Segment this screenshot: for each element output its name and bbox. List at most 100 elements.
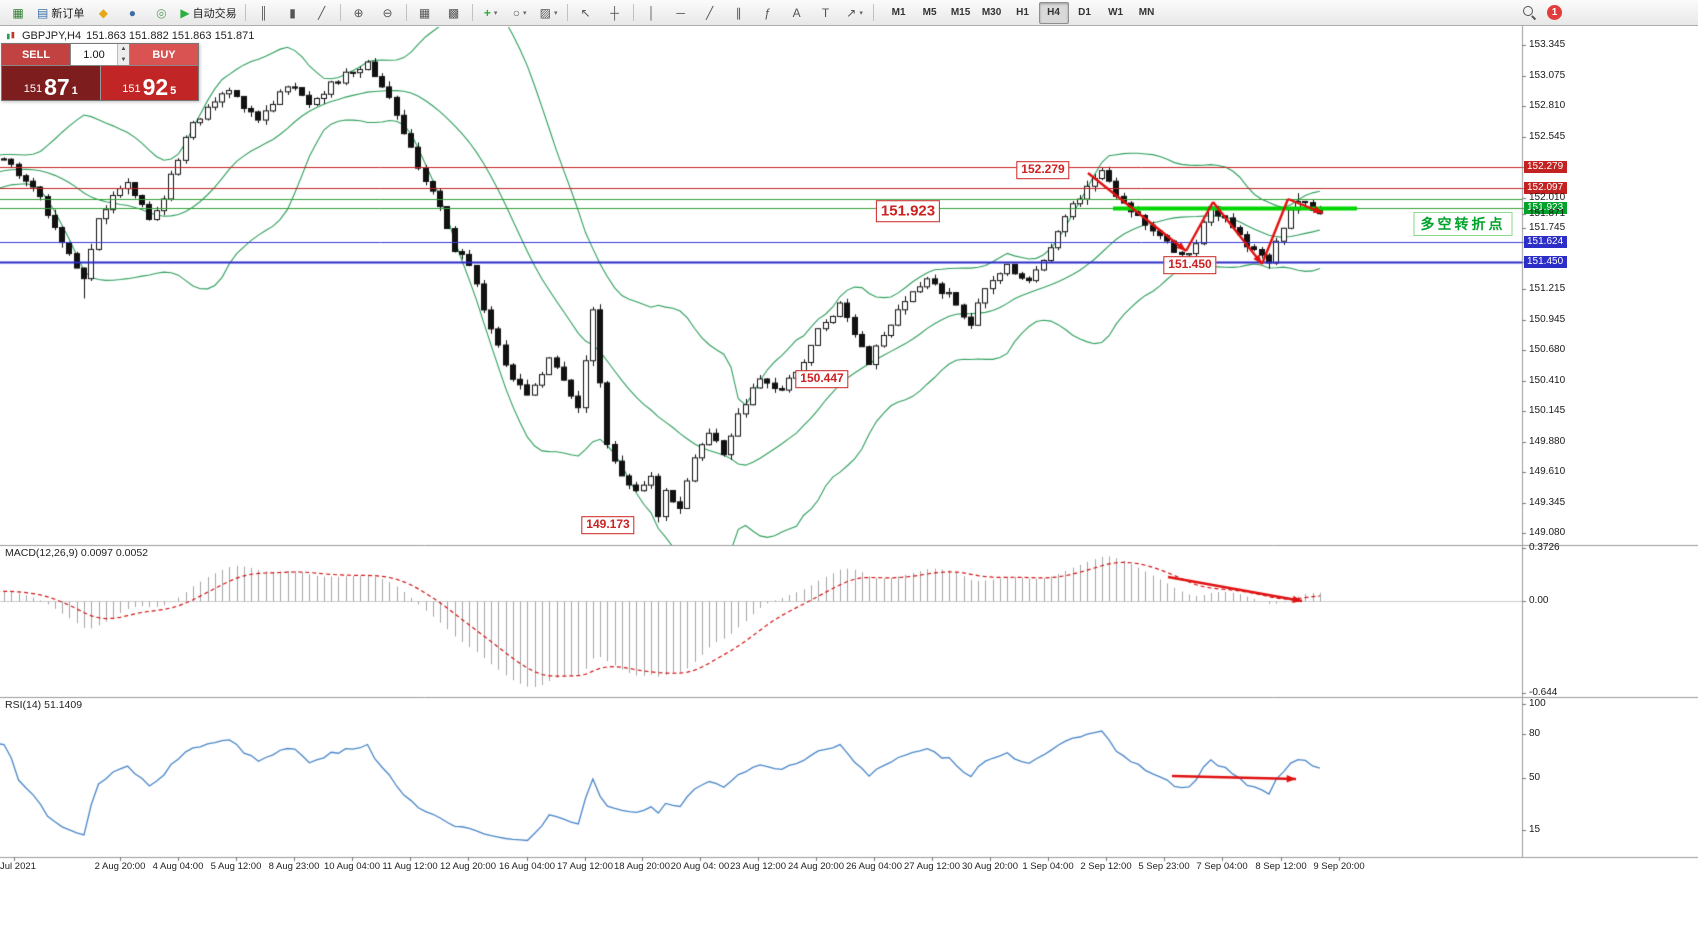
cascade-windows-icon: ▩ <box>447 5 460 20</box>
zoom-out-button[interactable]: ⊖ <box>374 2 402 24</box>
time-axis-label: 5 Aug 12:00 <box>210 861 262 872</box>
annotation-label: 多空转折点 <box>1413 212 1513 236</box>
rsi-axis-label: 80 <box>1529 727 1541 739</box>
dropdown-caret-icon: ▾ <box>522 9 527 17</box>
toolbar-separator <box>632 4 634 21</box>
toolbar-separator <box>244 4 246 21</box>
vertical-line-tool-button[interactable]: │ <box>638 2 666 24</box>
vertical-line-icon: │ <box>647 5 656 20</box>
price-axis-label: 151.215 <box>1529 282 1566 294</box>
navigator-icon: ◎ <box>156 5 167 20</box>
time-axis-label: 12 Aug 20:00 <box>440 861 496 872</box>
period-selector-button[interactable]: ○ ▾ <box>506 2 534 24</box>
horizontal-line-tool-button[interactable]: ─ <box>667 2 695 24</box>
price-callout: 151.923 <box>875 200 941 222</box>
sell-price-prefix: 151 <box>23 83 43 95</box>
search-icon[interactable] <box>1521 4 1538 21</box>
time-axis-label: 4 Aug 04:00 <box>152 861 204 872</box>
macd-axis-label: 0.3726 <box>1529 542 1560 554</box>
volume-value[interactable]: 1.00 <box>83 48 105 61</box>
text-tool-icon: A <box>792 5 801 20</box>
buy-price-big: 92 <box>142 74 169 100</box>
metaeditor-icon: ◆ <box>98 5 108 20</box>
price-axis-label: 150.145 <box>1529 405 1566 417</box>
trade-buttons-row: SELL 1.00 ▲ ▼ BUY <box>2 44 198 66</box>
price-callout: 151.450 <box>1163 256 1217 274</box>
chart-window-icon: ▦ <box>12 5 24 20</box>
time-axis-label: 7 Sep 04:00 <box>1196 861 1248 872</box>
price-axis-label: 152.010 <box>1529 191 1566 203</box>
sell-price[interactable]: 151 87 1 <box>2 66 100 100</box>
zoom-in-button[interactable]: ⊕ <box>345 2 373 24</box>
timeframe-h1[interactable]: H1 <box>1016 7 1029 18</box>
chart-symbol-text: GBPJPY,H4 <box>22 30 82 42</box>
time-axis-label: 8 Aug 23:00 <box>268 861 320 872</box>
channel-tool-button[interactable]: ∥ <box>725 2 753 24</box>
toolbar-separator <box>339 4 341 21</box>
autotrading-button[interactable]: ▶ 自动交易 <box>176 2 240 24</box>
buy-price[interactable]: 151 92 5 <box>99 66 198 100</box>
time-axis-label: 16 Aug 04:00 <box>499 861 555 872</box>
time-axis-label: 2 Aug 20:00 <box>94 861 146 872</box>
add-indicator-button[interactable]: + ▾ <box>477 2 505 24</box>
trendline-tool-button[interactable]: ╱ <box>696 2 724 24</box>
timeframe-m1[interactable]: M1 <box>891 7 906 18</box>
template-selector-icon: ▨ <box>539 5 551 20</box>
cursor-icon: ↖ <box>580 5 591 20</box>
channel-icon: ∥ <box>735 5 742 20</box>
chart-window-button[interactable]: ▦ <box>4 2 32 24</box>
price-axis-label: 151.871 <box>1529 207 1566 219</box>
time-axis-label: 2 Sep 12:00 <box>1080 861 1132 872</box>
dropdown-caret-icon: ▾ <box>859 9 863 17</box>
arrows-tool-button[interactable]: ↗ ▾ <box>841 2 869 24</box>
timeframe-m5[interactable]: M5 <box>922 7 937 18</box>
market-watch-button[interactable]: ● <box>118 2 146 24</box>
arrows-tool-icon: ↗ <box>846 5 857 20</box>
template-selector-button[interactable]: ▨ ▾ <box>535 2 563 24</box>
fibonacci-tool-button[interactable]: ƒ <box>754 2 782 24</box>
volume-down-icon[interactable]: ▼ <box>118 54 129 65</box>
crosshair-tool-button[interactable]: ┼ <box>601 2 629 24</box>
metaeditor-button[interactable]: ◆ <box>89 2 117 24</box>
price-axis-label: 150.680 <box>1529 343 1566 355</box>
sell-button[interactable]: SELL <box>2 44 70 65</box>
bar-chart-button[interactable]: ║ <box>250 2 278 24</box>
cursor-tool-button[interactable]: ↖ <box>572 2 600 24</box>
time-axis-label: 8 Sep 12:00 <box>1255 861 1307 872</box>
cascade-windows-button[interactable]: ▩ <box>440 2 468 24</box>
timeframe-d1[interactable]: D1 <box>1078 7 1091 18</box>
timeframe-m30[interactable]: M30 <box>981 7 1002 18</box>
volume-up-icon[interactable]: ▲ <box>118 44 129 55</box>
line-chart-button[interactable]: ╱ <box>308 2 336 24</box>
timeframe-m15[interactable]: M15 <box>950 7 971 18</box>
sell-price-big: 87 <box>44 74 70 100</box>
label-tool-button[interactable]: T <box>812 2 840 24</box>
line-chart-icon: ╱ <box>317 5 326 20</box>
time-axis-label: 0 Jul 2021 <box>0 861 36 872</box>
tile-windows-button[interactable]: ▦ <box>411 2 439 24</box>
candlestick-chart-button[interactable]: ▮ <box>279 2 307 24</box>
time-axis-label: 10 Aug 04:00 <box>324 861 380 872</box>
chart-ohlc-text: 151.863 151.882 151.863 151.871 <box>86 30 255 42</box>
navigator-button[interactable]: ◎ <box>147 2 175 24</box>
period-selector-icon: ○ <box>512 5 520 20</box>
price-axis-label: 149.080 <box>1529 527 1566 539</box>
buy-button[interactable]: BUY <box>130 44 198 65</box>
tile-windows-icon: ▦ <box>418 5 431 20</box>
notification-badge[interactable]: 1 <box>1547 5 1562 20</box>
price-axis-label: 149.880 <box>1529 435 1566 447</box>
time-axis-label: 24 Aug 20:00 <box>788 861 844 872</box>
timeframe-w1[interactable]: W1 <box>1108 7 1124 18</box>
timeframe-h4[interactable]: H4 <box>1038 1 1069 24</box>
price-axis-label: 150.945 <box>1529 313 1566 325</box>
macd-label: MACD(12,26,9) 0.0097 0.0052 <box>5 547 149 559</box>
price-axis-label: 149.345 <box>1529 496 1566 508</box>
buy-price-prefix: 151 <box>122 83 141 95</box>
text-tool-button[interactable]: A <box>783 2 811 24</box>
volume-spinner[interactable]: 1.00 ▲ ▼ <box>70 44 130 65</box>
new-order-button[interactable]: ▤ 新订单 <box>33 2 88 24</box>
candlestick-chart-icon: ▮ <box>289 5 296 20</box>
timeframe-mn[interactable]: MN <box>1138 7 1155 18</box>
time-axis-label: 5 Sep 23:00 <box>1138 861 1190 872</box>
